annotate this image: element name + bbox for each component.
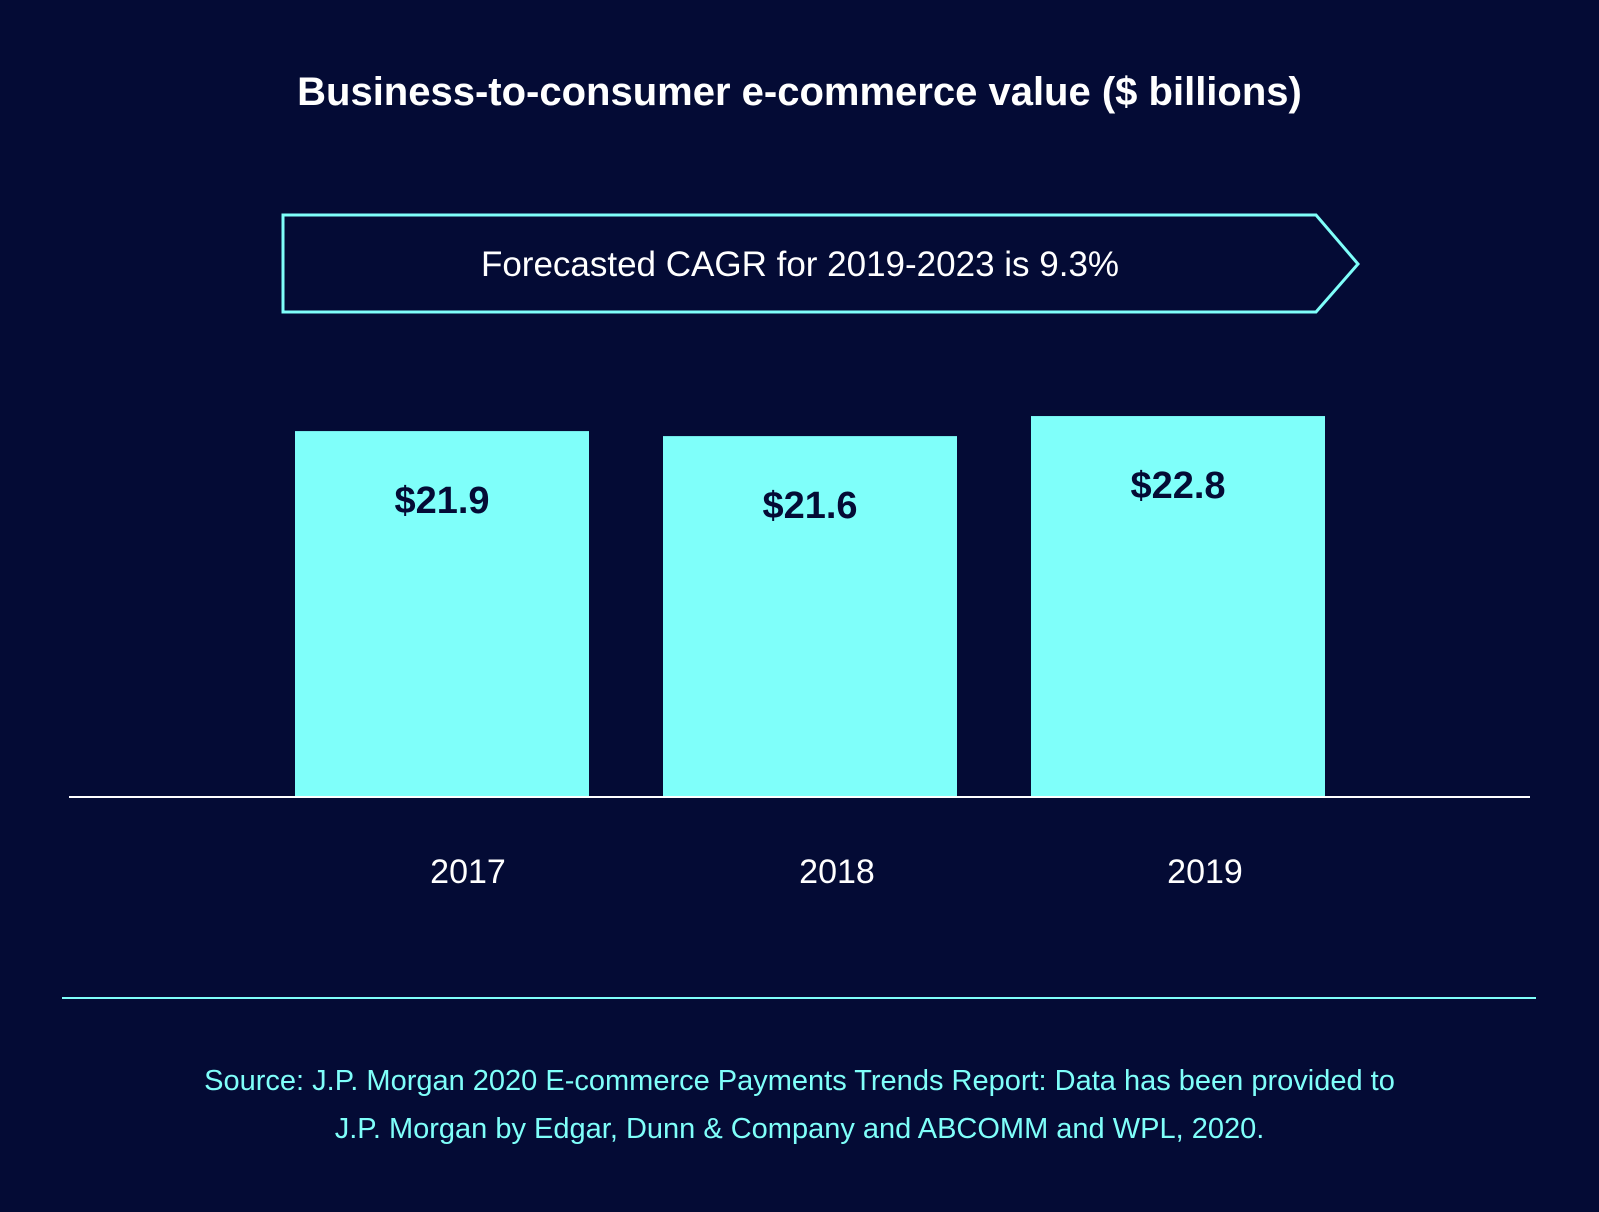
x-tick-label-2017: 2017 xyxy=(430,853,506,891)
source-note: Source: J.P. Morgan 2020 E-commerce Paym… xyxy=(0,1057,1599,1153)
data-label-2017: $21.9 xyxy=(394,480,489,522)
cagr-arrow-box xyxy=(281,213,1360,314)
data-label-2019: $22.8 xyxy=(1130,465,1225,507)
data-label-2018: $21.6 xyxy=(762,485,857,527)
chart-title: Business-to-consumer e-commerce value ($… xyxy=(297,70,1302,114)
cagr-annotation: Forecasted CAGR for 2019-2023 is 9.3% xyxy=(481,245,1119,284)
source-line-1: Source: J.P. Morgan 2020 E-commerce Paym… xyxy=(204,1065,1395,1097)
x-tick-label-2018: 2018 xyxy=(799,853,875,891)
divider xyxy=(62,997,1536,999)
bar-2017 xyxy=(295,431,589,797)
bar-2019 xyxy=(1031,416,1325,797)
x-tick-label-2019: 2019 xyxy=(1167,853,1243,891)
source-line-2: J.P. Morgan by Edgar, Dunn & Company and… xyxy=(334,1113,1265,1145)
bar-2018 xyxy=(663,436,957,797)
